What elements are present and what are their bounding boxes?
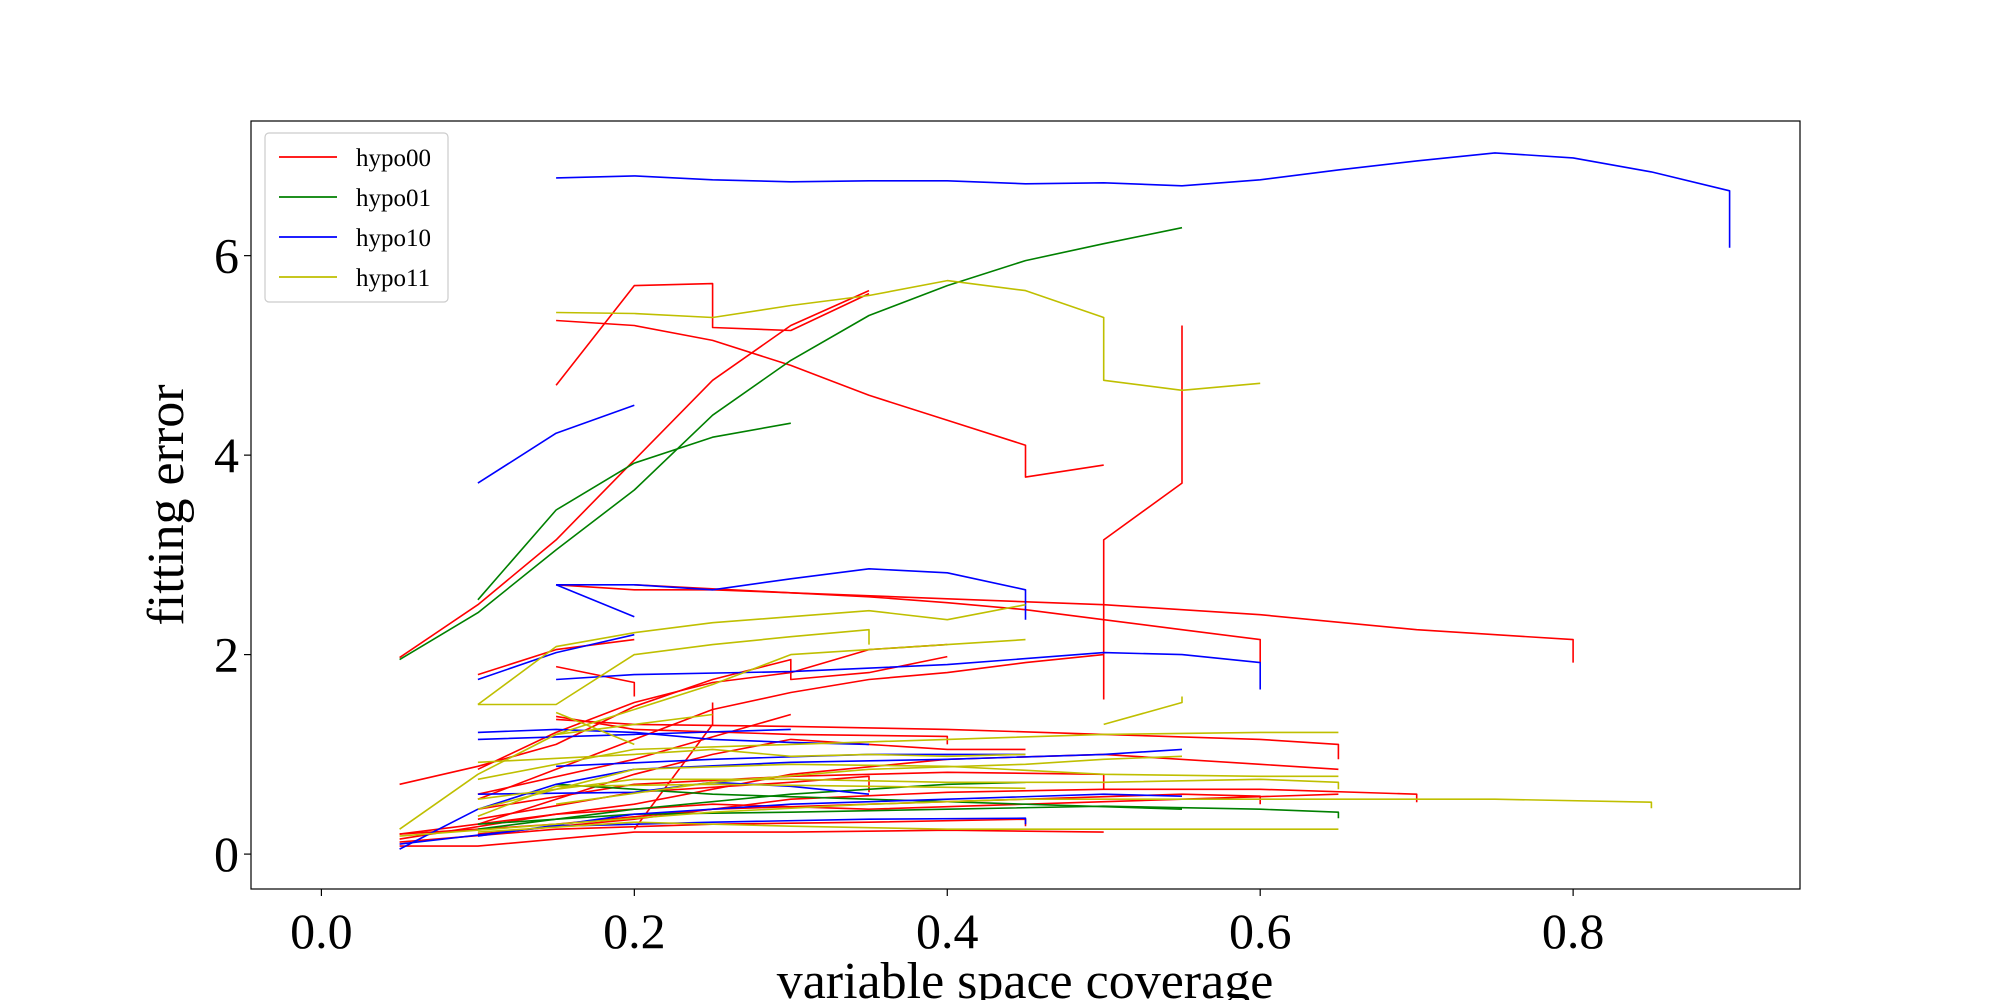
legend-label: hypo10 [356,225,431,252]
series-line-hypo11-13 [555,755,1183,805]
legend-item-hypo11: hypo11 [279,265,430,292]
series-line-hypo01-1 [477,422,791,601]
series-hypo01 [399,226,1340,830]
series-line-hypo11-4 [399,713,713,830]
series-line-hypo10-4 [477,633,635,681]
series-line-hypo11-3 [555,638,1026,736]
series-line-hypo00-8 [399,655,948,786]
series-line-hypo00-1 [555,282,870,386]
series-line-hypo11-10 [399,798,1653,837]
series-line-hypo00-7 [477,638,635,676]
series-line-hypo11-11 [477,821,1339,833]
legend: hypo00 hypo01 hypo10 hypo11 [264,132,449,303]
series-line-hypo10-10 [477,728,791,741]
series-line-hypo00-2 [556,319,1104,478]
series-line-hypo00-19 [477,713,792,795]
series-line-hypo01-4 [556,783,1183,810]
series-line-hypo11-14 [477,748,1026,764]
y-tick-label: 2 [214,627,239,683]
series-line-hypo11-6 [555,711,635,746]
series-line-hypo00-18 [477,771,1105,810]
series-line-hypo00-22 [633,702,714,830]
series-line-hypo11-12 [477,731,1339,781]
series-hypo00 [399,282,1574,847]
series-line-hypo00-4 [634,584,1574,663]
series-hypo11 [399,279,1653,837]
x-axis: 0.0 0.2 0.4 0.6 0.8 [290,889,1604,959]
series-line-hypo10-1 [477,404,635,484]
x-tick-label: 0.2 [603,903,666,959]
y-tick-label: 0 [214,826,239,882]
y-tick-label: 4 [214,427,239,483]
legend-item-hypo10: hypo10 [279,225,431,252]
y-tick-label: 6 [214,228,239,284]
series-line-hypo11-5 [1103,696,1183,726]
series-hypo10 [399,152,1731,850]
legend-item-hypo00: hypo00 [279,145,431,172]
series-line-hypo10-0 [556,152,1731,248]
series-line-hypo01-3 [477,781,1026,830]
series-line-hypo11-8 [477,778,1340,800]
series-line-hypo01-0 [399,226,1183,661]
series-line-hypo11-1 [477,603,1026,706]
series-line-hypo11-2 [477,628,870,706]
x-tick-label: 0.4 [916,903,979,959]
series-line-hypo10-3 [555,584,635,618]
series-line-hypo10-2 [556,567,1027,620]
y-axis-label: fitting error [138,384,195,625]
series-line-hypo11-0 [556,279,1261,392]
series-line-hypo10-5 [556,651,1261,690]
series-line-hypo10-8 [477,793,1183,837]
x-axis-label: variable space coverage [777,953,1274,1000]
legend-label: hypo11 [356,265,430,292]
plot-frame [250,120,1801,890]
legend-item-hypo01: hypo01 [279,185,431,212]
legend-label: hypo00 [356,145,431,172]
series-line-hypo00-5 [1102,325,1183,700]
y-axis: 0 2 4 6 [214,228,251,882]
series-line-hypo11-9 [477,783,1026,817]
legend-frame [264,132,449,303]
x-tick-label: 0.8 [1542,903,1605,959]
series-line-hypo00-6 [555,665,636,697]
series-line-hypo10-6 [477,728,870,746]
series-line-hypo00-3 [556,584,1261,663]
series-layer [399,152,1731,850]
series-line-hypo00-11 [556,718,1340,760]
series-line-hypo00-16 [399,829,1104,847]
x-tick-label: 0.0 [290,903,353,959]
legend-label: hypo01 [356,185,431,212]
x-tick-label: 0.6 [1229,903,1292,959]
series-line-hypo00-0 [399,289,870,659]
series-line-hypo01-2 [477,805,1340,825]
